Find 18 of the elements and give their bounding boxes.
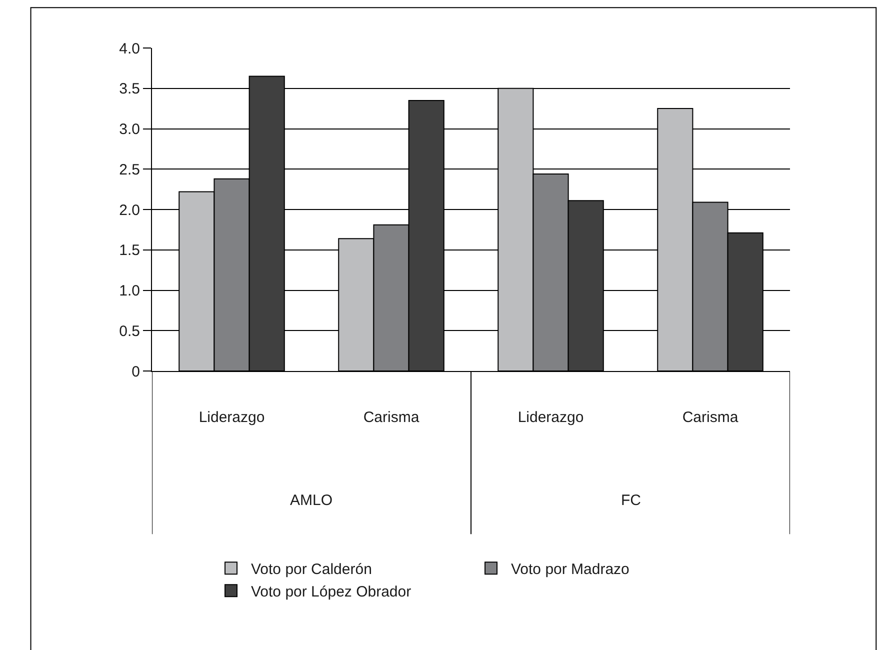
x-tick-label: Carisma xyxy=(682,409,739,426)
y-tick-label: 0.5 xyxy=(119,322,140,340)
y-tick-label: 2.5 xyxy=(119,161,140,178)
y-tick-label: 1.5 xyxy=(119,242,140,260)
legend-label: Voto por López Obrador xyxy=(251,583,412,600)
x-tick-label: Liderazgo xyxy=(518,409,584,426)
y-tick-label: 4.0 xyxy=(119,40,140,58)
y-tick-label: 3.5 xyxy=(119,80,140,98)
text: AMLO xyxy=(290,492,333,509)
y-tick-label: 1.0 xyxy=(119,282,140,300)
legend-label: Voto por Calderón xyxy=(251,560,372,578)
y-tick-label: 2.0 xyxy=(119,202,140,219)
text: FC xyxy=(621,492,642,509)
y-tick-label: 0 xyxy=(132,363,140,380)
x-tick-label: Liderazgo xyxy=(198,409,265,426)
x-tick-label: Carisma xyxy=(363,409,420,426)
legend-label: Voto por Madrazo xyxy=(511,560,630,578)
y-tick-label: 3.0 xyxy=(119,121,140,138)
